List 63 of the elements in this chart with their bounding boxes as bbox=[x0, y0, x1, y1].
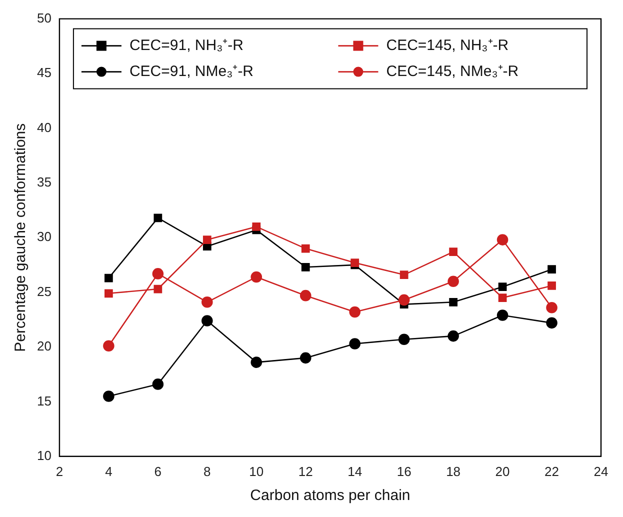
point bbox=[498, 282, 507, 292]
x-tick-label: 16 bbox=[396, 464, 412, 479]
point bbox=[152, 378, 164, 390]
y-tick-label: 20 bbox=[36, 338, 52, 354]
point bbox=[398, 294, 410, 306]
point bbox=[154, 284, 162, 294]
point bbox=[349, 306, 360, 318]
point bbox=[250, 356, 262, 368]
point bbox=[546, 317, 558, 329]
x-tick-label: 2 bbox=[56, 464, 64, 479]
x-tick-label: 22 bbox=[544, 464, 560, 479]
y-tick-label: 30 bbox=[36, 229, 52, 244]
point bbox=[398, 334, 410, 345]
point bbox=[301, 262, 310, 272]
point bbox=[349, 338, 360, 350]
x-tick-label: 6 bbox=[154, 464, 162, 479]
point bbox=[548, 282, 556, 290]
y-tick-label: 50 bbox=[36, 10, 52, 26]
x-tick-label: 24 bbox=[594, 464, 608, 479]
y-tick-label: 15 bbox=[36, 393, 52, 408]
y-tick-label: 40 bbox=[36, 120, 52, 135]
point bbox=[250, 271, 262, 283]
point bbox=[103, 390, 114, 402]
point bbox=[104, 289, 113, 298]
point bbox=[300, 352, 312, 364]
point bbox=[496, 234, 508, 246]
point bbox=[202, 296, 213, 308]
point bbox=[400, 270, 408, 279]
point bbox=[546, 302, 558, 314]
x-tick-label: 20 bbox=[495, 464, 510, 479]
x-tick-label: 10 bbox=[249, 464, 264, 479]
point bbox=[154, 214, 162, 222]
point bbox=[548, 265, 556, 274]
legend-label: CEC=145, NH₃⁺-R bbox=[386, 36, 509, 54]
point bbox=[252, 222, 261, 231]
y-tick-label: 35 bbox=[36, 174, 52, 190]
point bbox=[449, 248, 458, 256]
x-tick-label: 4 bbox=[105, 464, 112, 479]
point bbox=[448, 330, 459, 342]
legend-label: CEC=91, NH₃⁺-R bbox=[129, 36, 244, 54]
x-tick-label: 8 bbox=[204, 464, 211, 479]
y-tick-label: 45 bbox=[36, 65, 52, 80]
point bbox=[103, 340, 114, 352]
point bbox=[498, 294, 507, 302]
point bbox=[104, 274, 113, 282]
legend-label: CEC=91, NMe₃⁺-R bbox=[129, 62, 254, 80]
y-tick-label: 10 bbox=[36, 448, 52, 463]
point bbox=[350, 258, 360, 267]
point bbox=[301, 244, 310, 253]
point bbox=[448, 276, 459, 288]
y-axis-title: Percentage gauche conformations bbox=[12, 123, 30, 352]
point bbox=[202, 315, 213, 326]
point bbox=[202, 236, 212, 244]
x-tick-label: 12 bbox=[298, 464, 313, 479]
point bbox=[300, 290, 312, 302]
x-tick-label: 14 bbox=[348, 464, 362, 479]
x-axis-title: Carbon atoms per chain bbox=[250, 487, 410, 504]
point bbox=[449, 298, 458, 306]
point bbox=[496, 310, 508, 321]
y-tick-label: 25 bbox=[36, 284, 52, 299]
legend-label: CEC=145, NMe₃⁺-R bbox=[386, 62, 519, 80]
x-tick-label: 18 bbox=[446, 464, 461, 479]
point bbox=[152, 268, 164, 280]
